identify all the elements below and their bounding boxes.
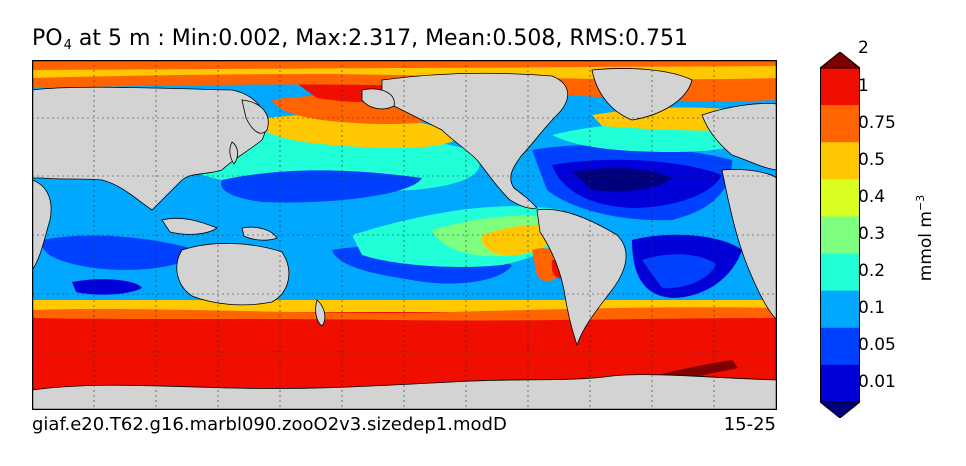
colorbar-extend-max [820, 52, 860, 69]
colorbar-units: mmol m−3 [914, 194, 936, 282]
land-africa-west [721, 169, 777, 321]
po4-surface-map [32, 60, 777, 410]
colorbar-segment [820, 179, 860, 217]
colorbar-segment [820, 290, 860, 329]
colorbar-segment [820, 327, 860, 366]
colorbar-tick-label: 0.05 [858, 335, 896, 356]
colorbar-segment [820, 68, 860, 106]
contour-arctic-0.5 [32, 66, 777, 80]
colorbar-tick-label: 1 [858, 75, 869, 96]
colorbar-extend-min [820, 401, 860, 418]
land-north-america [381, 72, 569, 209]
land-kamchatka [241, 99, 269, 134]
map-frame [32, 60, 777, 410]
colorbar-tick-label: 0.01 [858, 372, 896, 393]
contour-indian-0.05 [41, 235, 202, 270]
colorbar [820, 52, 860, 418]
colorbar-tick-label: 0.5 [858, 149, 886, 170]
colorbar-tick-label: 2 [858, 38, 869, 59]
colorbar-segment [820, 216, 860, 255]
colorbar-tick-label: 0.75 [858, 112, 896, 133]
year-range: 15-25 [723, 414, 776, 435]
land-australia [176, 243, 290, 306]
land-africa-east [32, 179, 52, 271]
colorbar-segment [820, 142, 860, 180]
contour-indian-0.01 [72, 279, 142, 295]
contour-sa-0.01 [642, 254, 716, 289]
contour-np-gyre-0.05 [221, 170, 422, 203]
land-south-america [536, 208, 627, 347]
colorbar-segment [820, 105, 860, 143]
colorbar-segment [820, 364, 860, 403]
contour-sargasso-0.002 [572, 168, 672, 192]
colorbar-tick-label: 0.4 [858, 186, 886, 207]
colorbar-tick-label: 0.1 [858, 298, 886, 319]
land-new-guinea [241, 226, 278, 241]
colorbar-tick-label: 0.3 [858, 224, 886, 244]
lat-lon-grid [32, 60, 777, 410]
land-japan [229, 141, 238, 165]
case-name: giaf.e20.T62.g16.marbl090.zooO2v3.sizede… [32, 414, 507, 435]
plot-title: PO4 at 5 m : Min:0.002, Max:2.317, Mean:… [32, 26, 689, 53]
colorbar-segment [820, 253, 860, 292]
land-greenland [591, 68, 693, 121]
contour-eq-pacific-0.5 [481, 224, 557, 256]
contour-np-0.75 [272, 95, 452, 125]
land-new-zealand [315, 299, 326, 327]
land-indonesia [161, 217, 218, 235]
land-alaska [361, 88, 395, 110]
land-europe [701, 103, 777, 171]
colorbar-tick-label: 0.2 [858, 261, 886, 282]
